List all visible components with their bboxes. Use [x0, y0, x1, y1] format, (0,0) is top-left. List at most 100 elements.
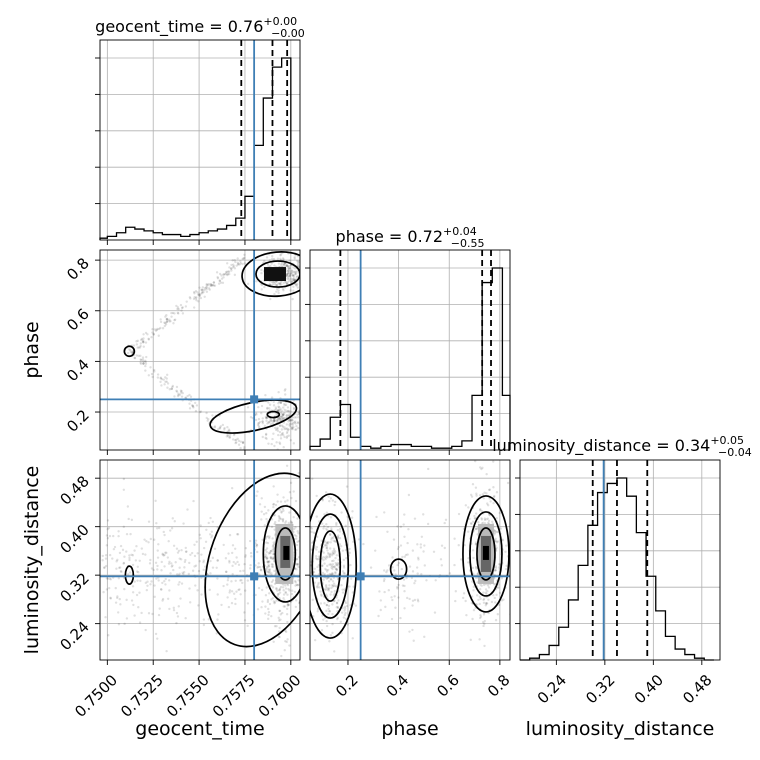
- y-tick-label: 0.2: [63, 406, 93, 436]
- sample-point: [267, 421, 270, 424]
- sample-point: [287, 414, 291, 417]
- sample-point: [236, 533, 240, 536]
- sample-point: [286, 604, 289, 607]
- sample-point: [479, 615, 483, 618]
- sample-point: [336, 605, 340, 609]
- sample-point: [284, 403, 288, 407]
- sample-point: [478, 638, 481, 641]
- sample-point: [288, 274, 292, 277]
- sample-point: [501, 538, 504, 541]
- sample-point: [272, 281, 275, 284]
- sample-point: [175, 390, 179, 393]
- sample-point: [265, 541, 268, 544]
- sample-point: [278, 609, 282, 613]
- sample-point: [173, 395, 176, 398]
- sample-point: [172, 606, 175, 610]
- sample-point: [266, 599, 270, 602]
- sample-point: [289, 520, 293, 523]
- sample-point: [369, 566, 373, 569]
- sample-point: [189, 297, 192, 300]
- sample-point: [296, 540, 299, 544]
- sample-point: [273, 601, 276, 605]
- sample-point: [277, 417, 280, 420]
- sample-point: [272, 544, 275, 547]
- sample-point: [331, 499, 335, 502]
- sample-point: [271, 537, 274, 540]
- sample-point: [166, 597, 170, 600]
- sample-point: [200, 593, 203, 596]
- contour-level: [476, 527, 496, 581]
- sample-point: [126, 505, 130, 508]
- sample-point: [210, 536, 213, 539]
- sample-point: [290, 496, 293, 500]
- sample-point: [482, 598, 485, 602]
- sample-point: [220, 277, 224, 280]
- sample-point: [333, 565, 336, 568]
- sample-point: [482, 497, 486, 500]
- sample-point: [278, 516, 281, 519]
- sample-point: [271, 565, 275, 568]
- sample-point: [282, 593, 286, 596]
- sample-point: [147, 338, 151, 341]
- sample-point: [272, 640, 275, 643]
- sample-point: [157, 543, 160, 546]
- sample-point: [454, 590, 458, 593]
- sample-point: [281, 431, 284, 435]
- luminosity-distance-title: luminosity_distance = 0.34+0.05 −0.04: [492, 434, 752, 459]
- sample-point: [419, 546, 423, 549]
- sample-point: [492, 495, 496, 499]
- sample-point: [266, 407, 269, 410]
- sample-point: [423, 564, 427, 567]
- sample-point: [274, 426, 277, 430]
- sample-point: [269, 264, 272, 268]
- sample-point: [295, 568, 298, 571]
- sample-point: [329, 577, 333, 581]
- sample-point: [330, 536, 333, 540]
- sample-point: [494, 601, 497, 604]
- y-tick-label: 0.8: [63, 254, 93, 284]
- sample-point: [139, 358, 142, 361]
- sample-point: [261, 417, 264, 420]
- sample-point: [256, 490, 259, 493]
- sample-point: [133, 356, 136, 360]
- sample-point: [250, 555, 253, 558]
- sample-point: [335, 601, 339, 604]
- sample-point: [249, 567, 252, 570]
- sample-point: [142, 362, 145, 365]
- sample-point: [108, 586, 111, 590]
- sample-point: [266, 541, 270, 545]
- sample-point: [336, 528, 340, 532]
- panel-frame: [99, 459, 301, 661]
- sample-point: [290, 521, 294, 524]
- sample-point: [411, 604, 414, 607]
- sample-point: [105, 577, 109, 580]
- sample-point: [182, 572, 185, 576]
- sample-point: [327, 540, 330, 544]
- sample-point: [175, 573, 179, 576]
- sample-point: [272, 600, 276, 603]
- sample-point: [330, 564, 333, 568]
- sample-point: [154, 632, 158, 636]
- sample-point: [328, 499, 331, 503]
- sample-point: [324, 491, 328, 494]
- sample-point: [326, 541, 329, 544]
- sample-point: [296, 262, 300, 266]
- sample-point: [288, 412, 291, 415]
- sample-point: [320, 522, 324, 525]
- sample-point: [286, 620, 289, 624]
- sample-point: [320, 564, 324, 568]
- sample-point: [172, 322, 175, 325]
- sample-point: [329, 573, 332, 577]
- sample-point: [177, 307, 180, 311]
- sample-point: [108, 534, 112, 538]
- sample-point: [283, 402, 286, 406]
- sample-point: [295, 284, 298, 287]
- sample-point: [316, 610, 319, 613]
- sample-point: [351, 591, 355, 594]
- sample-point: [228, 433, 232, 436]
- sample-point: [325, 546, 329, 550]
- sample-point: [407, 493, 411, 497]
- sample-point: [471, 483, 475, 486]
- sample-point: [210, 284, 213, 288]
- sample-point: [178, 393, 182, 396]
